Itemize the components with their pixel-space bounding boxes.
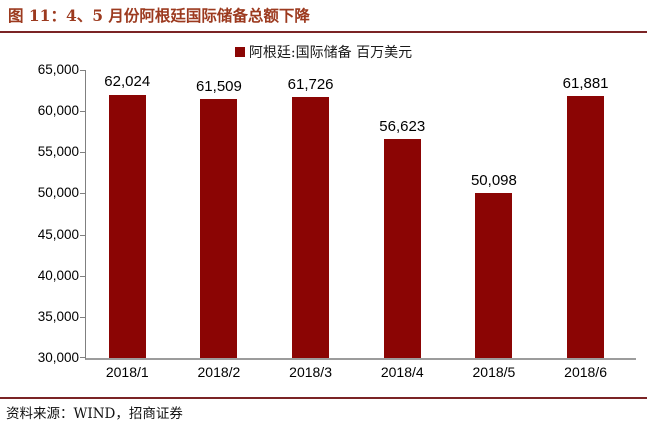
bar (567, 95, 605, 358)
y-axis-tick-label: 45,000 (37, 226, 79, 242)
chart-legend: 阿根廷:国际储备 百万美元 (0, 44, 647, 61)
bar-value-label: 62,024 (104, 73, 151, 91)
bar-value-label: 61,509 (195, 77, 242, 95)
y-axis-tick-label: 65,000 (37, 62, 79, 77)
figure-title: 图 11：4、5 月份阿根廷国际储备总额下降 (8, 6, 310, 25)
y-axis-tick-label: 30,000 (37, 350, 79, 365)
bar-value-label: 61,881 (562, 74, 609, 92)
y-axis-tick-mark (80, 111, 86, 113)
x-axis-tick-label: 2018/4 (380, 364, 424, 380)
y-axis-tick-label: 60,000 (37, 103, 79, 119)
y-axis-tick-mark (80, 275, 86, 277)
legend-swatch-icon (234, 47, 245, 57)
y-axis-tick-label: 50,000 (37, 185, 79, 201)
bar-value-label: 50,098 (470, 171, 517, 189)
bar-value-label: 61,726 (287, 75, 334, 93)
bar-value-label: 56,623 (379, 117, 426, 135)
x-axis-tick-label: 2018/5 (472, 364, 516, 380)
x-axis-tick-label: 2018/6 (564, 364, 607, 380)
legend-series-label: 阿根廷:国际储备 百万美元 (248, 45, 413, 61)
data-source-note: 资料来源：WIND，招商证券 (6, 406, 183, 422)
bar (475, 192, 513, 358)
y-axis-tick-label: 35,000 (37, 308, 79, 324)
title-divider-line (0, 31, 647, 33)
bar (383, 138, 421, 358)
y-axis-tick-mark (80, 70, 86, 71)
y-axis-tick-mark (80, 357, 86, 358)
y-axis-tick-label: 55,000 (37, 144, 79, 160)
y-axis-tick-mark (80, 193, 86, 195)
footer-divider-line (0, 397, 647, 399)
y-axis-tick-label: 40,000 (37, 267, 79, 283)
x-axis-tick-label: 2018/3 (289, 364, 332, 380)
x-axis-tick-label: 2018/2 (197, 364, 241, 380)
y-axis: 65,000 60,000 55,000 50,000 45,000 40,000 35,0… (0, 62, 79, 365)
y-axis-tick-mark (80, 316, 86, 318)
x-axis-tick-label: 2018/1 (105, 364, 149, 380)
plot-area: 62,024 2018/1 61,509 2018/2 61,726 2018/3 56,6… (80, 70, 636, 380)
y-axis-tick-mark (80, 234, 86, 236)
bar (200, 98, 238, 358)
y-axis-tick-mark (80, 152, 86, 154)
bar (108, 94, 146, 358)
bar (292, 96, 330, 358)
